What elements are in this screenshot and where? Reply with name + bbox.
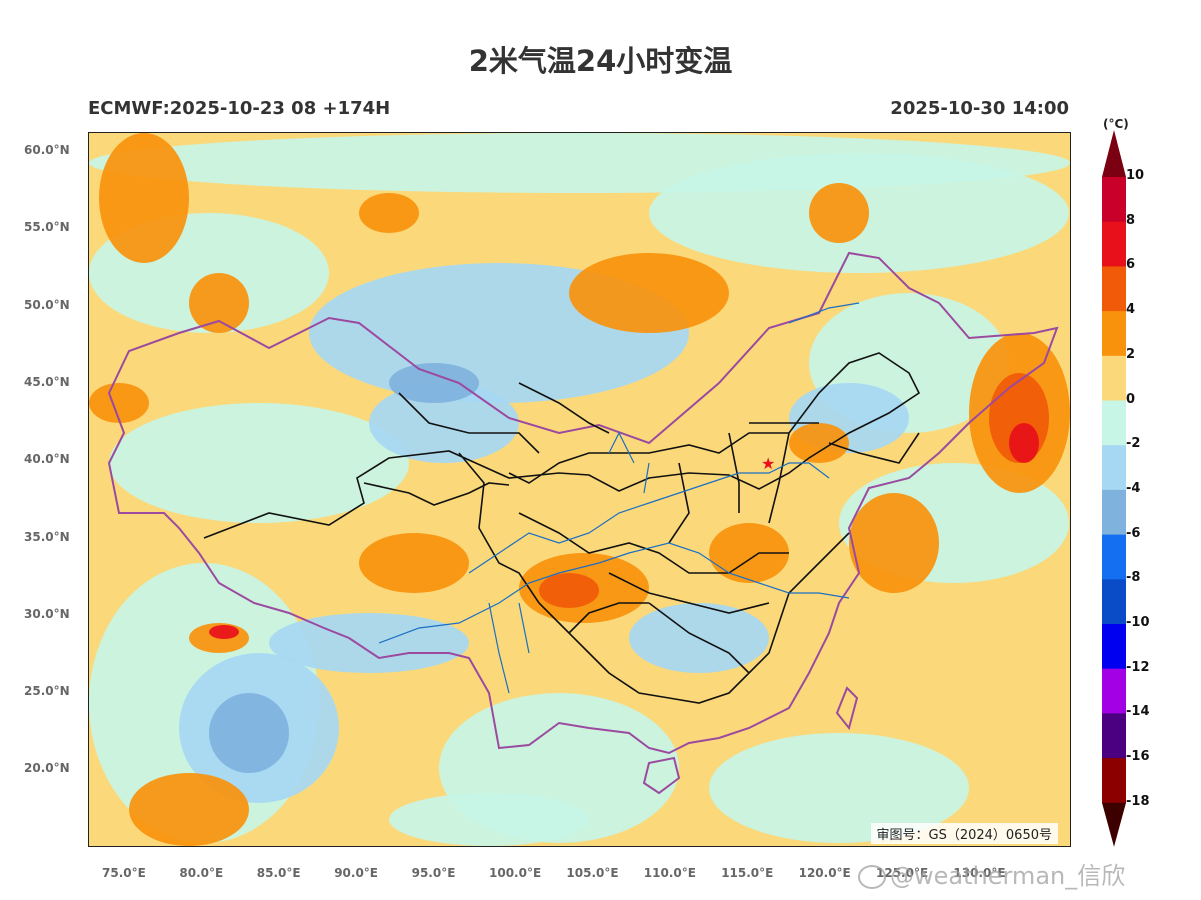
longitude-tick-label: 75.0°E xyxy=(102,866,146,880)
temperature-patch xyxy=(109,403,409,523)
colorbar-segment xyxy=(1102,400,1126,446)
colorbar-tick-label: -2 xyxy=(1126,436,1141,452)
colorbar-segment xyxy=(1102,355,1126,401)
colorbar-tick-label: -14 xyxy=(1126,704,1150,720)
colorbar-segment xyxy=(1102,221,1126,267)
longitude-tick-label: 120.0°E xyxy=(798,866,851,880)
temperature-field xyxy=(89,133,1070,846)
colorbar-tick-label: -18 xyxy=(1126,793,1150,809)
colorbar-segment xyxy=(1102,445,1126,491)
temperature-patch xyxy=(539,573,599,608)
colorbar-tick-label: -4 xyxy=(1126,480,1141,496)
colorbar-segment xyxy=(1102,758,1126,804)
temperature-patch xyxy=(389,793,589,846)
temperature-patch xyxy=(359,193,419,233)
colorbar-tick-label: -6 xyxy=(1126,525,1141,541)
latitude-tick-label: 45.0°N xyxy=(24,374,70,389)
temperature-patch xyxy=(809,183,869,243)
temperature-patch xyxy=(1009,423,1039,463)
temperature-patch xyxy=(359,533,469,593)
beijing-star: ★ xyxy=(761,454,775,473)
temperature-change-map: ★ xyxy=(89,133,1070,846)
colorbar-top-arrow xyxy=(1102,130,1126,177)
latitude-tick-label: 20.0°N xyxy=(24,761,70,776)
chart-title: 2米气温24小时变温 xyxy=(468,44,733,78)
temperature-patch xyxy=(129,773,249,846)
latitude-tick-label: 35.0°N xyxy=(24,529,70,544)
colorbar-segment xyxy=(1102,311,1126,357)
longitude-tick-label: 100.0°E xyxy=(489,866,542,880)
colorbar-segment xyxy=(1102,668,1126,714)
longitude-tick-label: 130.0°E xyxy=(953,866,1006,880)
colorbar-tick-label: 8 xyxy=(1126,212,1136,228)
longitude-tick-label: 95.0°E xyxy=(411,866,456,880)
valid-time: 2025-10-30 14:00 xyxy=(890,98,1069,119)
colorbar-segment xyxy=(1102,579,1126,625)
latitude-tick-label: 60.0°N xyxy=(24,143,70,157)
province-borders xyxy=(203,352,921,704)
temperature-patch xyxy=(209,693,289,773)
temperature-patch xyxy=(389,363,479,403)
longitude-tick-label: 85.0°E xyxy=(256,866,301,880)
longitude-tick-label: 105.0°E xyxy=(566,866,619,880)
rivers xyxy=(378,302,860,694)
temperature-patch xyxy=(99,133,189,263)
temperature-patch xyxy=(189,273,249,333)
watermark: @weatherman_信欣 xyxy=(858,856,1125,891)
weibo-logo-icon xyxy=(858,865,886,889)
latitude-tick-label: 25.0°N xyxy=(24,684,70,699)
hainan-outline xyxy=(642,756,681,795)
longitude-tick-label: 115.0°E xyxy=(721,866,774,880)
map-panel: ★ 审图号：GS（2024）0650号 xyxy=(88,132,1071,847)
temperature-patch xyxy=(709,733,969,843)
colorbar-bottom-arrow xyxy=(1102,802,1126,847)
colorbar-tick-label: -16 xyxy=(1126,749,1150,765)
model-run-info: ECMWF:2025-10-23 08 +174H xyxy=(88,98,391,119)
colorbar-tick-label: -8 xyxy=(1126,570,1141,586)
watermark-text: @weatherman_信欣 xyxy=(890,862,1126,890)
temperature-patch xyxy=(569,253,729,333)
colorbar-segment xyxy=(1102,713,1126,759)
longitude-tick-label: 110.0°E xyxy=(643,866,696,880)
colorbar-segment xyxy=(1102,534,1126,580)
latitude-tick-label: 50.0°N xyxy=(24,297,70,312)
colorbar-tick-label: 2 xyxy=(1126,346,1136,362)
temperature-patch xyxy=(269,613,469,673)
colorbar-segment xyxy=(1102,266,1126,312)
temperature-patch xyxy=(369,383,519,463)
boundaries xyxy=(107,251,1059,795)
country-border xyxy=(107,251,1059,755)
taiwan-outline xyxy=(835,686,859,731)
latitude-tick-label: 55.0°N xyxy=(24,220,70,235)
colorbar-segment xyxy=(1102,624,1126,670)
colorbar-tick-label: -10 xyxy=(1126,615,1150,630)
latitude-tick-label: 40.0°N xyxy=(24,452,70,467)
colorbar xyxy=(1102,130,1126,847)
temperature-patch xyxy=(709,523,789,583)
map-approval-number: 审图号：GS（2024）0650号 xyxy=(870,823,1058,844)
latitude-tick-label: 30.0°N xyxy=(24,606,70,621)
temperature-patch xyxy=(789,423,849,463)
colorbar-segment xyxy=(1102,489,1126,536)
longitude-tick-label: 125.0°E xyxy=(876,866,929,880)
colorbar-tick-label: 4 xyxy=(1126,302,1136,318)
colorbar-tick-label: 10 xyxy=(1126,168,1145,183)
temperature-patch xyxy=(209,625,239,639)
colorbar-segment xyxy=(1102,177,1126,223)
colorbar-tick-label: -12 xyxy=(1126,659,1150,675)
colorbar-tick-label: 6 xyxy=(1126,257,1136,273)
temperature-patch xyxy=(89,383,149,423)
colorbar-tick-label: 0 xyxy=(1126,391,1136,407)
temperature-patch xyxy=(849,493,939,593)
colorbar-unit: (°C) xyxy=(1103,117,1129,131)
longitude-tick-label: 90.0°E xyxy=(334,866,378,880)
longitude-tick-label: 80.0°E xyxy=(179,866,224,880)
